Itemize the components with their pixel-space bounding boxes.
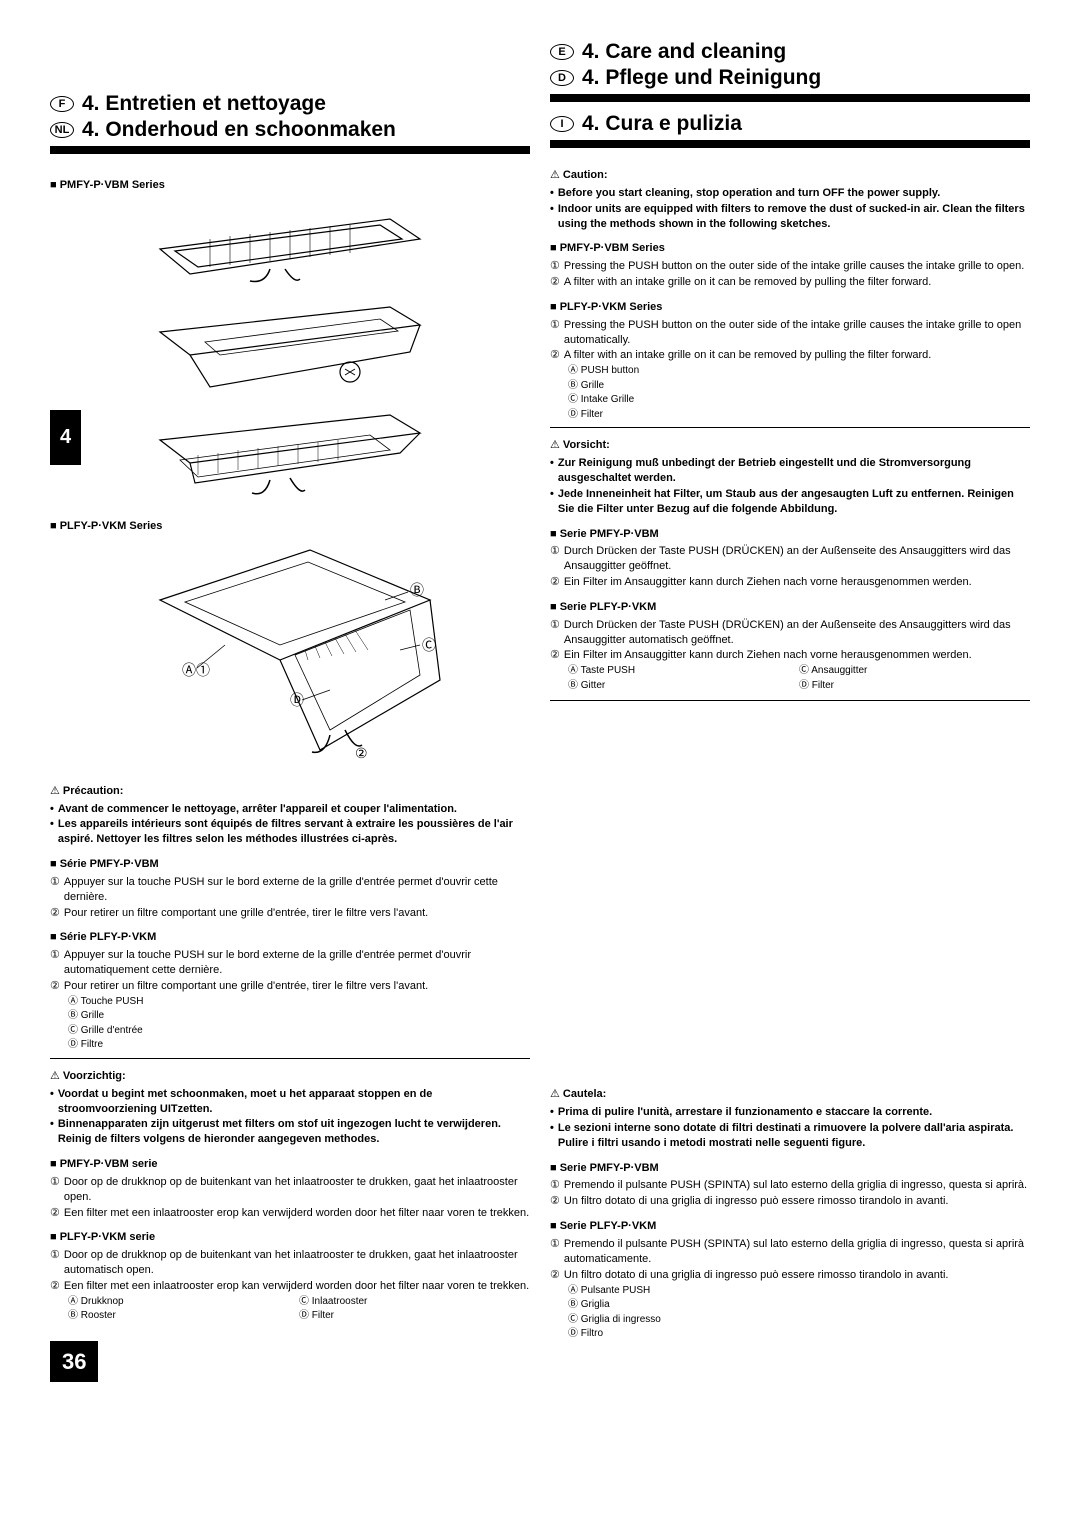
fr-warn-head: Précaution: (50, 784, 530, 799)
right-column: Caution: Before you start cleaning, stop… (550, 168, 1030, 1382)
it-s2-head: Serie PLFY-P·VKM (550, 1219, 1030, 1234)
title-it: I 4. Cura e pulizia (550, 112, 1030, 136)
it-warn-head: Cautela: (550, 1087, 1030, 1102)
de-s1-list: ①Durch Drücken der Taste PUSH (DRÜCKEN) … (550, 544, 1030, 590)
en-warn-list: Before you start cleaning, stop operatio… (550, 186, 1030, 232)
page-number: 36 (50, 1341, 98, 1383)
diagram-pmfy-2 (150, 297, 430, 397)
series2-head: PLFY-P·VKM Series (50, 519, 530, 534)
diagram-pmfy (50, 199, 530, 505)
badge-d: D (550, 70, 574, 86)
divider (50, 1058, 530, 1059)
page-wrap: F 4. Entretien et nettoyage NL 4. Onderh… (50, 40, 1030, 1382)
header-right: E 4. Care and cleaning D 4. Pflege und R… (550, 40, 1030, 154)
badge-e: E (550, 44, 574, 60)
it-legend: Ⓐ Pulsante PUSH Ⓑ Griglia Ⓒ Griglia di i… (568, 1284, 1030, 1341)
divider (550, 427, 1030, 428)
it-s2-list: ①Premendo il pulsante PUSH (SPINTA) sul … (550, 1237, 1030, 1283)
title-en-text: 4. Care and cleaning (582, 40, 786, 64)
diagram-plfy: Ⓐ① Ⓑ Ⓒ Ⓓ ② (50, 540, 530, 770)
de-s2-list: ①Durch Drücken der Taste PUSH (DRÜCKEN) … (550, 618, 1030, 664)
de-legend: Ⓐ Taste PUSH Ⓑ Gitter Ⓒ Ansauggitter Ⓓ F… (568, 664, 1030, 694)
label-D: Ⓓ (290, 692, 304, 708)
header-row: F 4. Entretien et nettoyage NL 4. Onderh… (50, 40, 1030, 154)
fr-s2-head: Série PLFY-P·VKM (50, 930, 530, 945)
fr-legend: Ⓐ Touche PUSH Ⓑ Grille Ⓒ Grille d'entrée… (68, 995, 530, 1052)
thick-bar-right-1 (550, 94, 1030, 102)
it-s1-list: ①Premendo il pulsante PUSH (SPINTA) sul … (550, 1178, 1030, 1209)
nl-warn-head: Voorzichtig: (50, 1069, 530, 1084)
en-legend: Ⓐ PUSH button Ⓑ Grille Ⓒ Intake Grille Ⓓ… (568, 364, 1030, 421)
title-fr: F 4. Entretien et nettoyage (50, 92, 530, 116)
diagram-plfy-svg: Ⓐ① Ⓑ Ⓒ Ⓓ ② (130, 540, 450, 770)
title-de: D 4. Pflege und Reinigung (550, 66, 1030, 90)
diagram-pmfy-3 (150, 405, 430, 505)
title-nl-text: 4. Onderhoud en schoonmaken (82, 118, 396, 142)
title-it-text: 4. Cura e pulizia (582, 112, 742, 136)
de-s2-head: Serie PLFY-P·VKM (550, 600, 1030, 615)
thick-bar-left (50, 146, 530, 154)
de-warn-head: Vorsicht: (550, 438, 1030, 453)
left-column: PMFY-P·VBM Series (50, 168, 530, 1382)
badge-f: F (50, 96, 74, 112)
badge-i: I (550, 116, 574, 132)
divider (550, 700, 1030, 701)
nl-s2-list: ①Door op de drukknop op de buitenkant va… (50, 1248, 530, 1294)
label-A: Ⓐ① (182, 662, 210, 678)
en-s2-head: PLFY-P·VKM Series (550, 300, 1030, 315)
fr-s1-head: Série PMFY-P·VBM (50, 857, 530, 872)
page-tab: 4 (50, 410, 81, 465)
label-2: ② (355, 745, 368, 761)
series1-head: PMFY-P·VBM Series (50, 178, 530, 193)
en-warn-head: Caution: (550, 168, 1030, 183)
label-C: Ⓒ (422, 637, 436, 653)
nl-s2-head: PLFY-P·VKM serie (50, 1230, 530, 1245)
title-de-text: 4. Pflege und Reinigung (582, 66, 821, 90)
label-B: Ⓑ (410, 582, 424, 598)
badge-nl: NL (50, 122, 74, 138)
nl-warn-list: Voordat u begint met schoonmaken, moet u… (50, 1087, 530, 1147)
fr-s2-list: ①Appuyer sur la touche PUSH sur le bord … (50, 948, 530, 994)
de-s1-head: Serie PMFY-P·VBM (550, 527, 1030, 542)
title-nl: NL 4. Onderhoud en schoonmaken (50, 118, 530, 142)
nl-s1-head: PMFY-P·VBM serie (50, 1157, 530, 1172)
fr-s1-list: ①Appuyer sur la touche PUSH sur le bord … (50, 875, 530, 921)
en-s1-head: PMFY-P·VBM Series (550, 241, 1030, 256)
it-warn-list: Prima di pulire l'unità, arrestare il fu… (550, 1105, 1030, 1151)
header-left: F 4. Entretien et nettoyage NL 4. Onderh… (50, 40, 530, 154)
it-s1-head: Serie PMFY-P·VBM (550, 1161, 1030, 1176)
diagram-pmfy-1 (150, 199, 430, 289)
en-s1-list: ①Pressing the PUSH button on the outer s… (550, 259, 1030, 290)
nl-legend: Ⓐ Drukknop Ⓑ Rooster Ⓒ Inlaatrooster Ⓓ F… (68, 1295, 530, 1325)
title-fr-text: 4. Entretien et nettoyage (82, 92, 326, 116)
title-en: E 4. Care and cleaning (550, 40, 1030, 64)
fr-warn-list: Avant de commencer le nettoyage, arrêter… (50, 802, 530, 848)
de-warn-list: Zur Reinigung muß unbedingt der Betrieb … (550, 456, 1030, 516)
en-s2-list: ①Pressing the PUSH button on the outer s… (550, 318, 1030, 364)
nl-s1-list: ①Door op de drukknop op de buitenkant va… (50, 1175, 530, 1221)
body-row: PMFY-P·VBM Series (50, 168, 1030, 1382)
thick-bar-right-2 (550, 140, 1030, 148)
